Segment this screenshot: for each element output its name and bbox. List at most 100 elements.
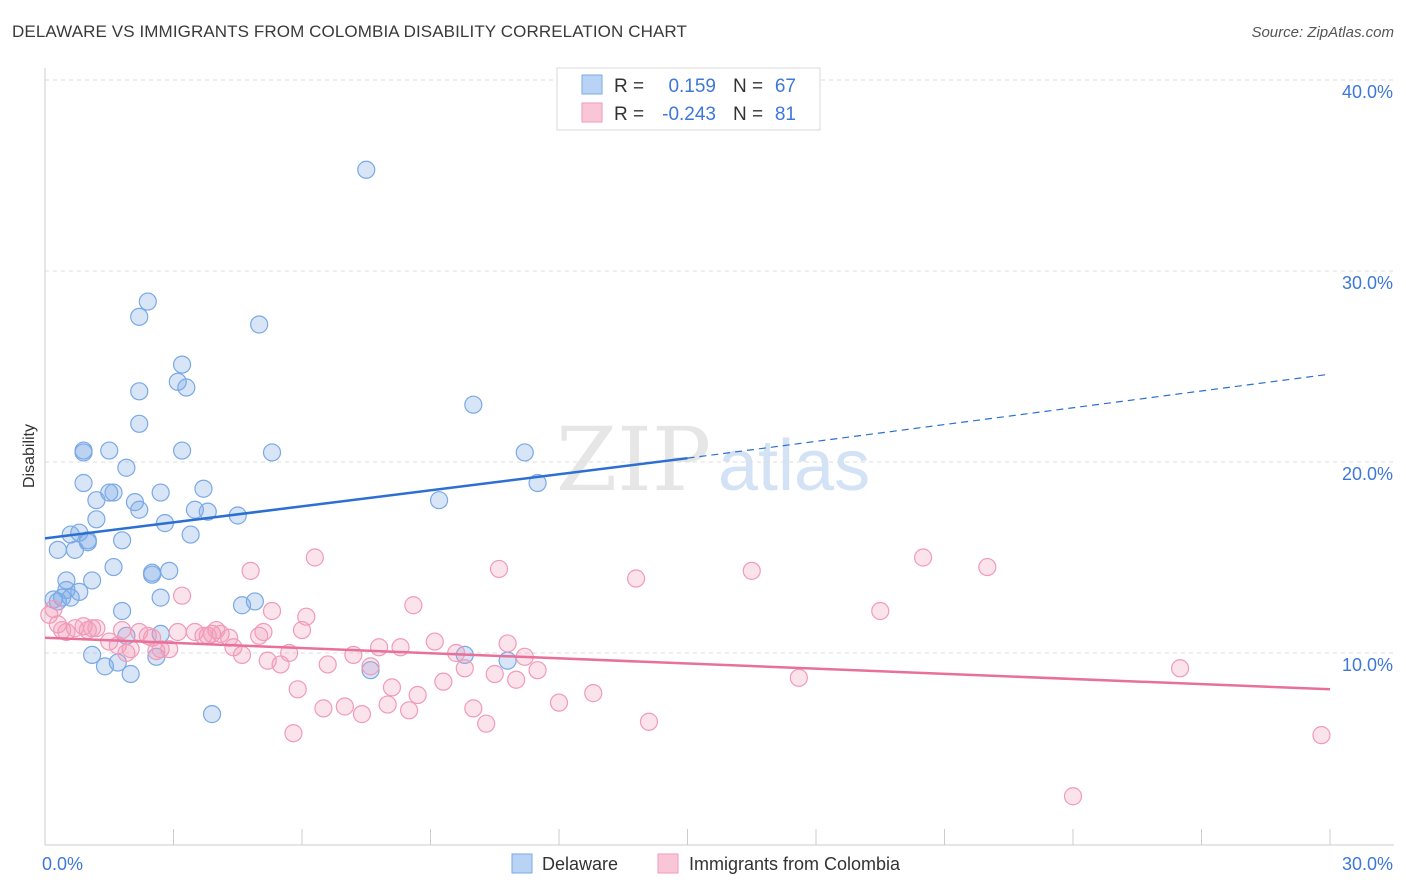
stats-swatch-colombia <box>581 102 603 123</box>
colombia-point <box>378 695 397 714</box>
colombia-point <box>1170 659 1190 678</box>
x-tick-label: 30.0% <box>1342 854 1393 874</box>
delaware-point <box>74 473 93 493</box>
stats-r-value-delaware: 0.159 <box>668 76 716 97</box>
stats-box: R = 0.159 N = 67 R = -0.243 N = 81 <box>556 67 821 131</box>
colombia-point <box>464 699 483 718</box>
colombia-point <box>485 664 504 684</box>
delaware-point <box>74 441 93 460</box>
y-axis-label: Disability <box>21 424 38 488</box>
colombia-point <box>1312 726 1331 745</box>
legend: Delaware Immigrants from Colombia <box>511 853 901 874</box>
colombia-point <box>382 678 402 697</box>
legend-label-delaware: Delaware <box>542 854 618 874</box>
delaware-point <box>130 382 149 401</box>
colombia-point <box>284 724 303 743</box>
colombia-point <box>314 699 333 718</box>
delaware-point <box>104 557 123 577</box>
stats-n-label-delaware: N = <box>733 76 763 97</box>
delaware-point <box>181 525 200 544</box>
colombia-point <box>232 645 252 665</box>
delaware-point <box>130 414 149 433</box>
colombia-point <box>254 622 273 642</box>
delaware-point <box>121 664 140 684</box>
delaware-point <box>262 443 282 462</box>
delaware-point <box>117 458 136 477</box>
delaware-point <box>151 588 170 607</box>
colombia-point <box>57 622 76 642</box>
stats-n-label-colombia: N = <box>733 104 763 125</box>
delaware-point <box>70 582 89 601</box>
colombia-point <box>370 638 389 657</box>
delaware-point <box>172 355 192 374</box>
delaware-point <box>151 483 170 502</box>
colombia-point <box>318 655 337 674</box>
delaware-point <box>83 571 102 590</box>
delaware-point <box>202 705 222 724</box>
colombia-point <box>404 596 423 615</box>
colombia-point <box>172 586 192 605</box>
delaware-point <box>130 307 149 326</box>
delaware-point <box>361 661 380 680</box>
colombia-point <box>549 693 569 712</box>
delaware-point <box>357 160 376 179</box>
colombia-point <box>1063 787 1083 806</box>
stats-swatch-delaware <box>581 74 603 95</box>
delaware-point <box>142 563 162 582</box>
colombia-point <box>168 622 187 642</box>
delaware-point <box>515 443 534 462</box>
colombia-point <box>489 559 509 579</box>
delaware-point <box>95 657 115 676</box>
source-label: Source: ZipAtlas.com <box>1251 24 1394 41</box>
delaware-point <box>250 315 269 334</box>
delaware-point <box>104 483 123 502</box>
delaware-trend-line <box>44 456 688 540</box>
watermark-zip: ZIP <box>556 408 711 511</box>
colombia-point <box>978 557 997 577</box>
colombia-point <box>211 624 230 644</box>
watermark-atlas: atlas <box>718 426 870 506</box>
stats-n-value-colombia: 81 <box>775 104 796 125</box>
colombia-point <box>335 697 354 716</box>
colombia-point <box>408 685 427 705</box>
colombia-point <box>297 607 316 626</box>
delaware-point <box>112 601 132 621</box>
delaware-point <box>464 395 483 414</box>
colombia-trend-line <box>44 636 1331 691</box>
colombia-point <box>288 680 307 699</box>
colombia-point <box>292 620 312 640</box>
y-tick-label: 10.0% <box>1342 655 1393 675</box>
stats-n-value-delaware: 67 <box>775 76 796 97</box>
colombia-point <box>241 561 260 580</box>
colombia-point <box>305 548 324 567</box>
axes: 10.0% 20.0% 30.0% 40.0% 0.0% 30.0% <box>42 68 1394 874</box>
colombia-point <box>361 657 380 676</box>
colombia-point <box>742 561 761 580</box>
delaware-point <box>194 479 213 498</box>
delaware-point <box>57 571 76 590</box>
delaware-point <box>172 441 192 460</box>
colombia-point <box>44 599 63 619</box>
delaware-point <box>245 592 264 611</box>
colombia-point <box>262 601 282 621</box>
delaware-point <box>87 510 106 529</box>
colombia-point <box>507 670 526 689</box>
stats-r-label-colombia: R = <box>614 104 644 125</box>
legend-swatch-delaware <box>511 853 533 874</box>
colombia-point <box>528 661 547 680</box>
colombia-point <box>434 672 453 691</box>
delaware-point <box>112 531 132 550</box>
colombia-point <box>584 684 603 703</box>
delaware-point <box>528 473 547 493</box>
delaware-point <box>177 378 196 397</box>
colombia-point <box>160 640 179 659</box>
colombia-point <box>626 569 646 588</box>
delaware-point <box>498 651 517 670</box>
legend-swatch-colombia <box>657 853 679 874</box>
data-points <box>40 160 1331 806</box>
stats-r-value-colombia: -0.243 <box>662 104 716 125</box>
delaware-point <box>198 502 217 521</box>
delaware-point <box>100 483 119 502</box>
colombia-point <box>121 640 140 659</box>
